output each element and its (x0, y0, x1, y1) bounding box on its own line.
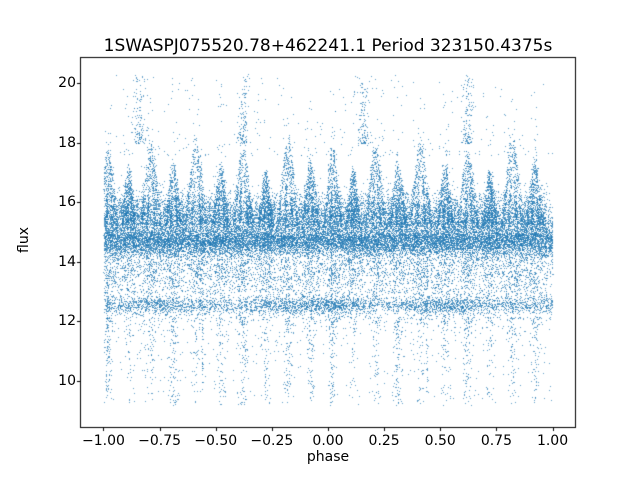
x-tick-label: 0.25 (368, 433, 400, 449)
x-tick-label: 0.75 (480, 433, 512, 449)
chart-title: 1SWASPJ075520.78+462241.1 Period 323150.… (103, 36, 553, 56)
x-tick-label: −0.50 (194, 433, 238, 449)
x-tick-label: −1.00 (82, 433, 125, 449)
x-tick-label: −0.75 (138, 433, 182, 449)
x-tick-label: 0.00 (312, 433, 344, 449)
x-tick-label: −0.25 (250, 433, 294, 449)
y-tick-label: 14 (58, 253, 76, 270)
y-axis-label: flux (16, 227, 32, 253)
y-tick-label: 12 (58, 313, 76, 330)
x-tick-label: 1.00 (536, 433, 569, 449)
x-axis-label: phase (306, 449, 350, 465)
y-tick-label: 16 (58, 194, 76, 211)
y-tick-label: 20 (58, 75, 76, 92)
x-tick-label: 0.50 (424, 433, 456, 449)
y-tick-label: 10 (58, 372, 76, 389)
y-tick-label: 18 (58, 134, 76, 151)
